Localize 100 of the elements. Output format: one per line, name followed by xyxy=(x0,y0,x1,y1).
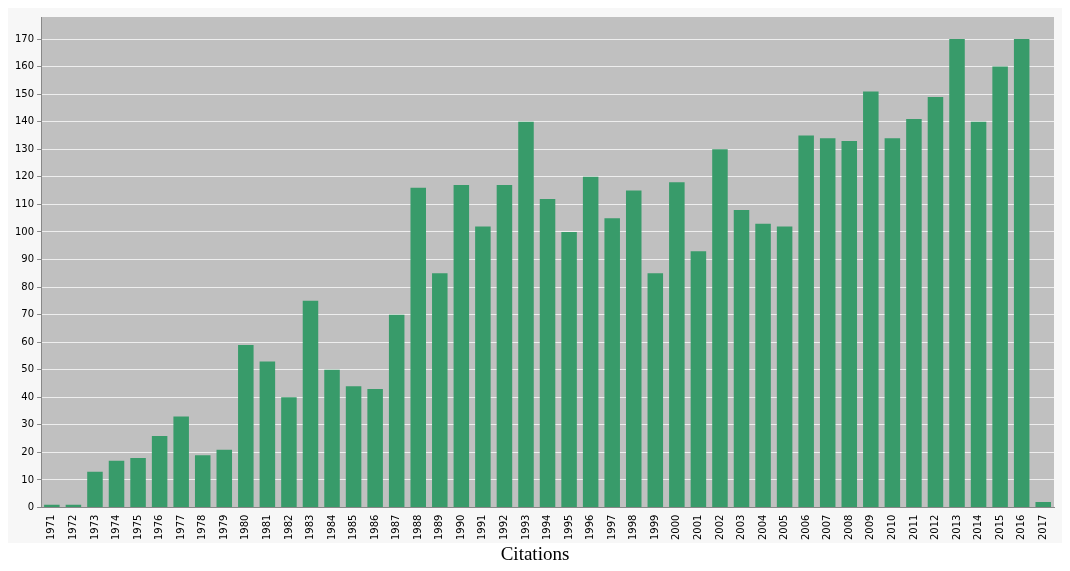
x-tick-label: 1977 xyxy=(174,514,186,540)
bar xyxy=(216,449,233,508)
bar xyxy=(863,91,879,508)
bar xyxy=(324,369,340,508)
bar xyxy=(108,460,125,508)
x-tick-label: 2002 xyxy=(713,514,725,540)
x-tick-label: 2010 xyxy=(885,514,897,540)
bar xyxy=(776,226,793,508)
y-tick-label: 70 xyxy=(21,308,35,320)
bar xyxy=(733,209,750,508)
y-tick-label: 130 xyxy=(14,142,35,154)
y-tick-label: 10 xyxy=(21,473,35,485)
x-tick-label: 1975 xyxy=(131,514,143,540)
bar xyxy=(367,389,383,508)
y-tick-label: 20 xyxy=(21,446,35,458)
x-tick-label: 1999 xyxy=(648,514,660,540)
bar xyxy=(345,386,362,508)
x-tick-label: 2015 xyxy=(993,514,1005,540)
x-tick-label: 1992 xyxy=(498,514,510,540)
bar xyxy=(884,138,901,508)
x-tick-label: 1989 xyxy=(433,514,445,540)
x-tick-label: 2016 xyxy=(1015,514,1027,540)
bar xyxy=(970,121,987,508)
x-tick-label: 2014 xyxy=(972,514,984,540)
x-tick-label: 1994 xyxy=(541,514,553,540)
y-tick-label: 40 xyxy=(21,390,35,402)
x-tick-label: 1973 xyxy=(88,514,100,540)
x-tick-label: 1979 xyxy=(217,514,229,540)
bar xyxy=(690,251,707,508)
x-tick-label: 2009 xyxy=(864,514,876,540)
bar xyxy=(1035,502,1051,508)
bar xyxy=(906,118,922,508)
bar xyxy=(561,231,577,508)
bar xyxy=(819,138,836,508)
x-tick-label: 1997 xyxy=(605,514,617,540)
x-tick-label: 1986 xyxy=(368,514,380,540)
y-tick-label: 60 xyxy=(21,335,35,347)
bar xyxy=(798,135,814,508)
bar xyxy=(604,218,620,508)
bar xyxy=(992,66,1008,508)
x-tick-label: 2017 xyxy=(1036,514,1048,540)
x-tick-label: 1978 xyxy=(196,514,208,540)
x-tick-label: 1987 xyxy=(390,514,402,540)
y-tick-label: 0 xyxy=(27,501,35,513)
y-tick-label: 80 xyxy=(21,280,35,292)
y-tick-label: 50 xyxy=(21,363,35,375)
x-tick-label: 2008 xyxy=(842,514,854,540)
y-tick-label: 90 xyxy=(21,253,35,265)
x-tick-label: 2013 xyxy=(950,514,962,540)
bar xyxy=(496,185,513,508)
bar xyxy=(539,198,556,508)
x-tick-label: 1980 xyxy=(239,514,251,540)
y-tick-label: 100 xyxy=(14,225,35,237)
bar xyxy=(259,361,276,508)
bar xyxy=(625,190,642,508)
x-tick-label: 2011 xyxy=(907,514,919,540)
y-tick-label: 120 xyxy=(14,170,35,182)
x-tick-label: 2001 xyxy=(692,514,703,540)
x-tick-label: 1972 xyxy=(67,514,79,540)
x-tick-label: 1982 xyxy=(282,514,294,540)
bar xyxy=(281,397,297,508)
bar xyxy=(647,273,664,508)
x-tick-label: 1993 xyxy=(519,514,531,540)
bar xyxy=(87,471,103,508)
x-tick-label: 2003 xyxy=(735,514,747,540)
bar xyxy=(173,416,189,508)
y-tick-label: 170 xyxy=(14,32,35,44)
x-tick-label: 1996 xyxy=(584,514,596,540)
bar xyxy=(475,226,491,508)
bar xyxy=(130,457,146,508)
bar xyxy=(410,187,426,508)
y-tick-label: 30 xyxy=(21,418,35,430)
bar xyxy=(669,182,685,508)
bar xyxy=(151,435,168,508)
x-tick-label: 2005 xyxy=(778,514,790,540)
bar xyxy=(1013,39,1030,508)
bar xyxy=(44,504,60,508)
x-tick-label: 1985 xyxy=(347,514,359,540)
bar xyxy=(388,314,405,508)
bar xyxy=(841,141,858,508)
bar xyxy=(453,185,470,508)
bar xyxy=(949,39,965,508)
x-tick-label: 1991 xyxy=(476,514,488,540)
bar xyxy=(302,300,319,508)
y-tick-label: 110 xyxy=(14,198,35,209)
x-tick-label: 1998 xyxy=(627,514,639,540)
x-tick-label: 2007 xyxy=(821,514,833,540)
x-tick-label: 2012 xyxy=(929,514,941,540)
x-tick-label: 2004 xyxy=(756,514,768,540)
bar xyxy=(927,96,944,508)
bar xyxy=(238,344,254,508)
x-tick-label: 2000 xyxy=(670,514,682,540)
x-tick-label: 1984 xyxy=(325,514,337,540)
x-tick-label: 1995 xyxy=(562,514,574,540)
bar xyxy=(582,176,599,508)
bar xyxy=(194,455,211,508)
bar xyxy=(712,149,728,508)
text: Citations xyxy=(8,543,1062,565)
x-tick-label: 1976 xyxy=(153,514,165,540)
bar xyxy=(432,273,448,508)
